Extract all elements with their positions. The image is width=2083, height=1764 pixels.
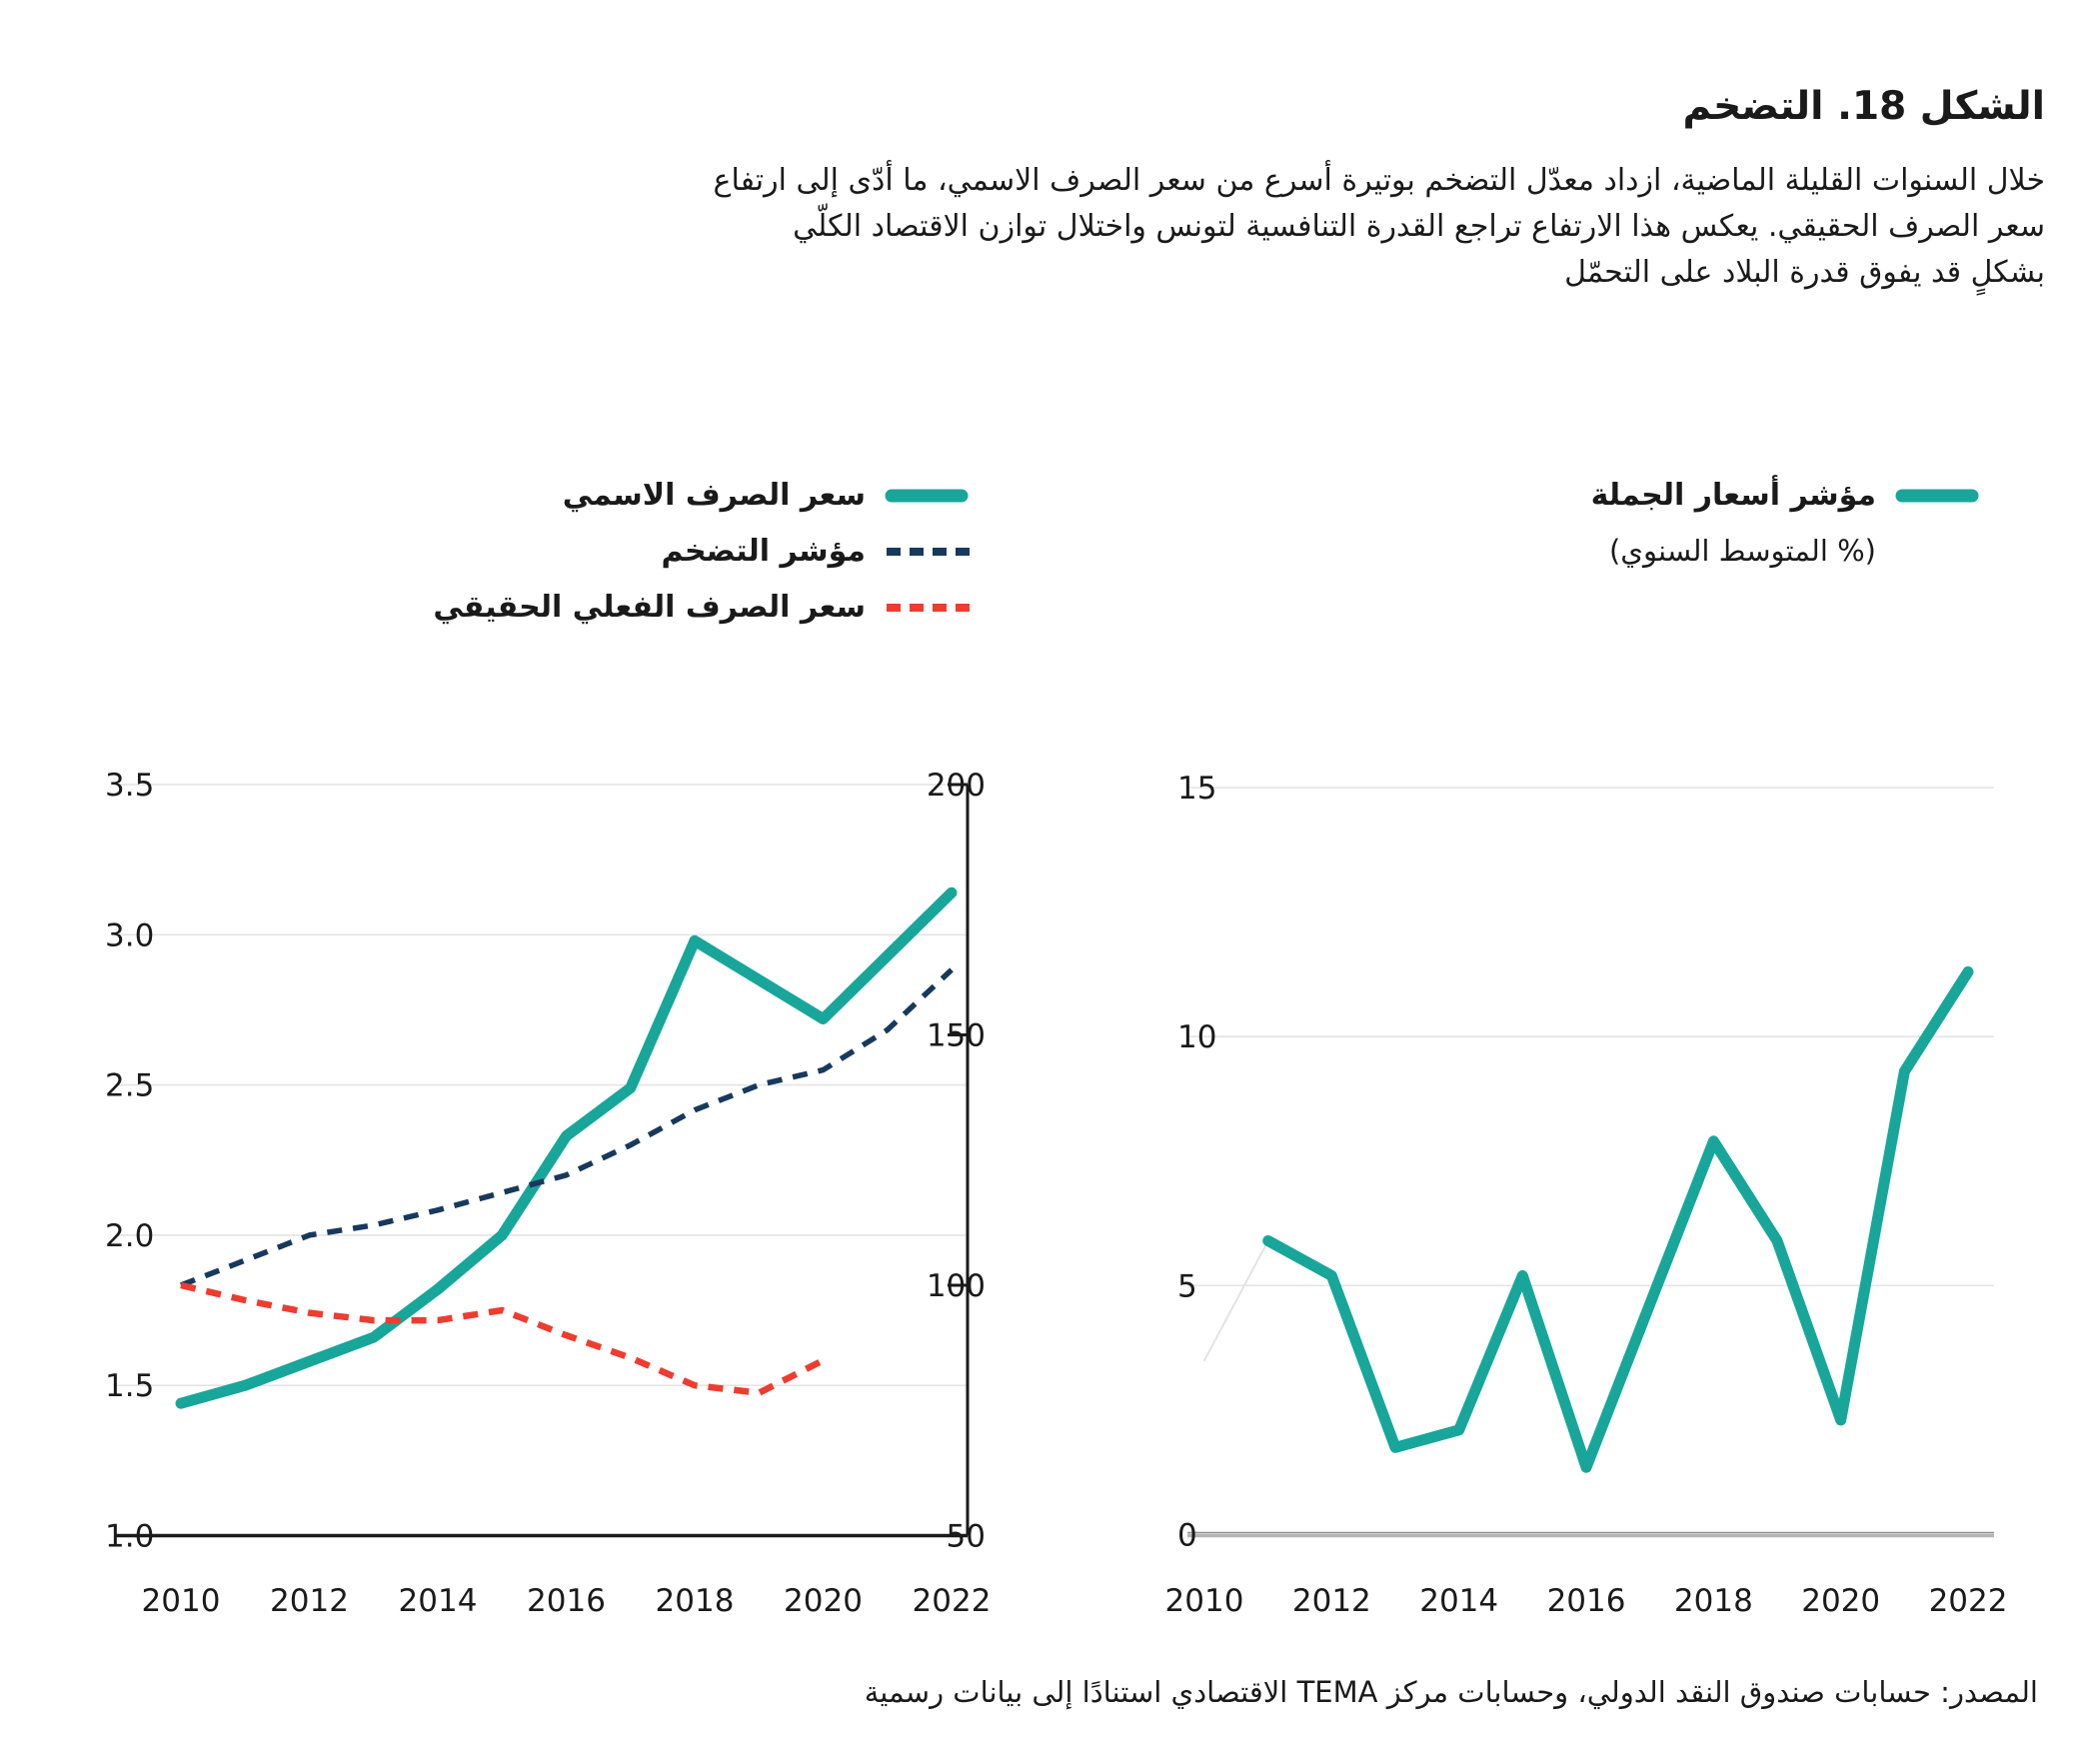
left-chart-y-axis-label: 1.0 (105, 1519, 154, 1555)
left-chart-x-axis-label: 2012 (270, 1583, 349, 1619)
legend-left-chart: سعر الصرف الاسمي مؤشر التضخم سعر الصرف ا… (433, 478, 970, 646)
solid-teal-line-swatch-icon (885, 489, 969, 502)
left-chart-x-axis-label: 2010 (142, 1583, 221, 1619)
dashed-navy-line-swatch-icon (887, 547, 970, 556)
page-title: الشكل 18. التضخم (1682, 84, 2045, 130)
intro-line-3: بشكلٍ قد يفوق قدرة البلاد على التحمّل (1564, 255, 2045, 290)
right-chart-x-axis-label: 2020 (1801, 1583, 1880, 1619)
left-chart-right-axis-label: 150 (927, 1018, 986, 1054)
dashed-red-line-swatch-icon (887, 603, 970, 612)
intro-paragraph: خلال السنوات القليلة الماضية، ازداد معدّ… (38, 158, 2045, 296)
legend-item-nominal-exchange-rate: سعر الصرف الاسمي (433, 478, 970, 513)
inflation-index-line (180, 967, 954, 1288)
right-chart-y-axis-label: 15 (1177, 771, 1216, 807)
legend-label-wholesale-price-index: مؤشر أسعار الجملة (1590, 478, 1876, 513)
left-chart-x-axis-label: 2020 (784, 1583, 863, 1619)
left-chart-right-axis-label: 200 (927, 768, 986, 804)
left-chart: 3.5 3.0 2.5 2.0 1.5 1.0 200 150 100 50 2010 2012 201… (105, 768, 991, 1619)
legend-label-nominal-exchange-rate: سعر الصرف الاسمي (562, 478, 866, 513)
left-chart-y-axis-label: 1.5 (105, 1368, 154, 1404)
left-chart-y-axis-label: 2.0 (105, 1218, 154, 1254)
right-chart-x-axis-label: 2012 (1292, 1583, 1371, 1619)
left-chart-x-axis-label: 2016 (527, 1583, 606, 1619)
solid-teal-line-swatch-icon (1895, 489, 1979, 502)
wholesale-price-index-line-line (1262, 965, 1974, 1473)
right-chart-x-axis-label: 2016 (1547, 1583, 1626, 1619)
legend-subtitle-annual-average-percent: (% المتوسط السنوي) (1608, 534, 1876, 568)
left-chart-x-axis-label: 2018 (656, 1583, 735, 1619)
legend-right-chart: مؤشر أسعار الجملة (% المتوسط السنوي) (1591, 478, 1980, 568)
right-chart-y-axis-label: 0 (1177, 1518, 1197, 1554)
legend-label-real-effective-exchange-rate: سعر الصرف الفعلي الحقيقي (433, 590, 866, 625)
left-chart-right-axis-label: 50 (947, 1519, 986, 1555)
left-chart-y-axis-label: 3.0 (105, 917, 154, 953)
legend-label-inflation-index: مؤشر التضخم (661, 534, 867, 569)
left-chart-y-axis-label: 3.5 (105, 768, 154, 804)
faint-lead-in-segment-line (1203, 1239, 1269, 1362)
legend-item-real-effective-exchange-rate: سعر الصرف الفعلي الحقيقي (433, 590, 970, 625)
intro-line-1: خلال السنوات القليلة الماضية، ازداد معدّ… (713, 163, 2045, 198)
right-chart: 15 10 5 0 2010 2012 2014 2016 2018 2020 2022 (1165, 771, 2008, 1619)
right-chart-y-axis-label: 5 (1177, 1268, 1197, 1304)
legend-item-wholesale-price-index: مؤشر أسعار الجملة (1591, 478, 1980, 513)
source-note: المصدر: حسابات صندوق النقد الدولي، وحساب… (864, 1675, 2038, 1709)
nominal-exchange-rate-line (175, 886, 958, 1409)
right-chart-y-axis-label: 10 (1177, 1019, 1216, 1055)
real-effective-exchange-rate-line (180, 1281, 825, 1396)
right-chart-x-axis-label: 2014 (1419, 1583, 1498, 1619)
left-chart-y-axis-label: 2.5 (105, 1068, 154, 1104)
legend-item-inflation-index: مؤشر التضخم (433, 534, 970, 569)
intro-line-2: سعر الصرف الحقيقي. يعكس هذا الارتفاع ترا… (793, 209, 2045, 244)
right-chart-x-axis-label: 2018 (1674, 1583, 1753, 1619)
right-chart-x-axis-label: 2010 (1165, 1583, 1244, 1619)
left-chart-x-axis-label: 2014 (399, 1583, 478, 1619)
right-chart-x-axis-label: 2022 (1929, 1583, 2008, 1619)
left-chart-right-axis-label: 100 (927, 1268, 986, 1304)
left-chart-x-axis-label: 2022 (913, 1583, 992, 1619)
